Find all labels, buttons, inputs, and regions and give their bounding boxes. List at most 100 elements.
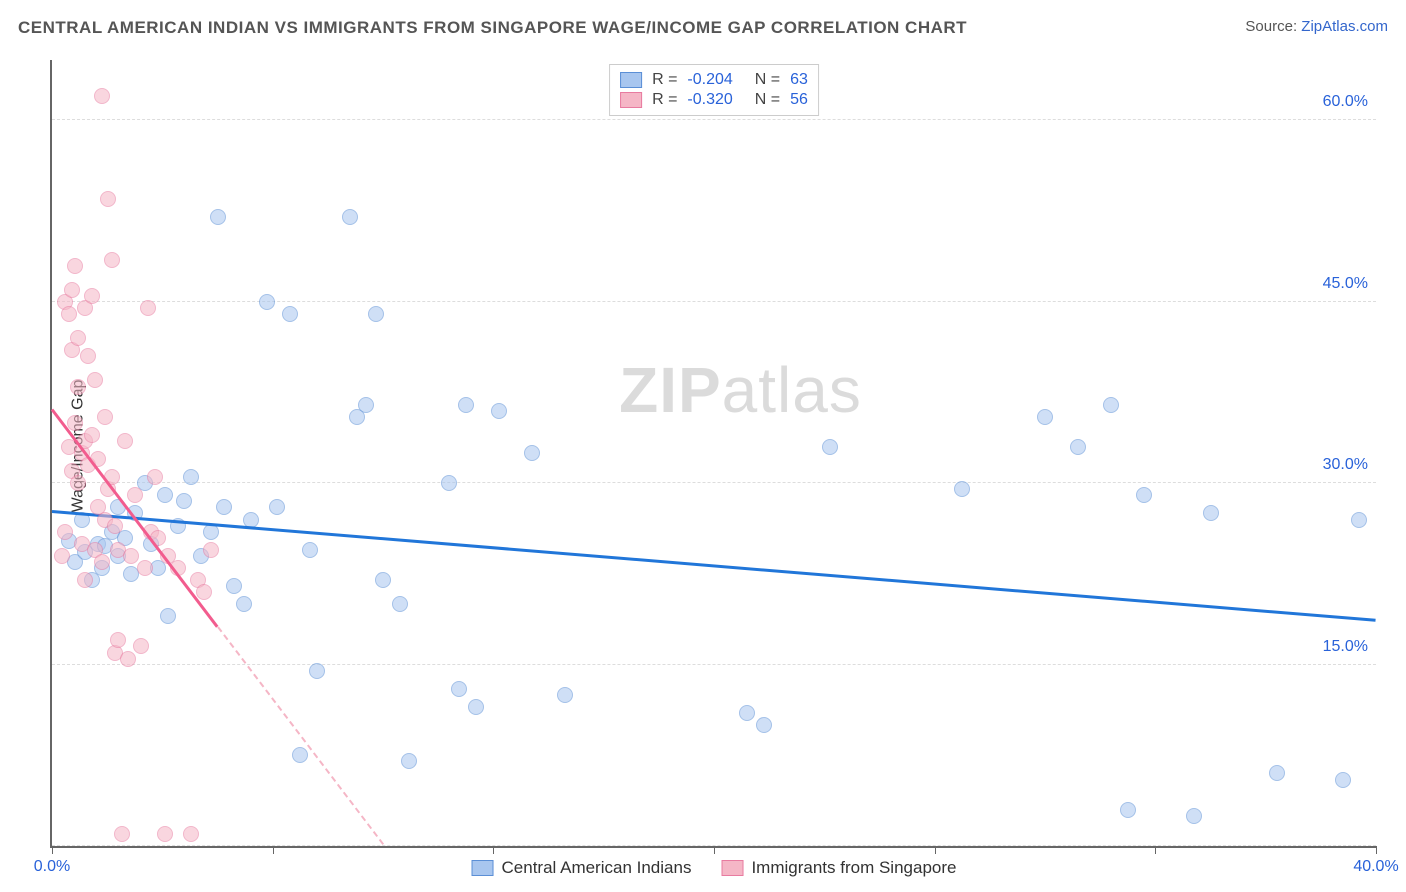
page-title: CENTRAL AMERICAN INDIAN VS IMMIGRANTS FR… [18,18,967,38]
scatter-point [1351,512,1367,528]
legend-label-1: Central American Indians [502,858,692,878]
legend-swatch-2 [721,860,743,876]
source-label: Source: [1245,18,1301,35]
y-tick-label: 45.0% [1323,275,1368,293]
stat-r-label: R = [652,91,677,109]
scatter-point [133,638,149,654]
scatter-point [70,475,86,491]
y-tick-label: 60.0% [1323,93,1368,111]
scatter-point [458,397,474,413]
scatter-point [1136,487,1152,503]
scatter-point [114,826,130,842]
scatter-point [84,288,100,304]
scatter-point [70,330,86,346]
stats-legend-box: R = -0.204 N = 63 R = -0.320 N = 56 [609,64,819,116]
stats-row-series-1: R = -0.204 N = 63 [620,71,808,89]
scatter-point [183,826,199,842]
scatter-point [196,584,212,600]
scatter-point [157,826,173,842]
scatter-point [236,596,252,612]
scatter-point [67,415,83,431]
scatter-point [309,663,325,679]
scatter-point [160,608,176,624]
scatter-point [269,499,285,515]
scatter-point [100,191,116,207]
x-minor-tick [1155,846,1156,854]
scatter-point [147,469,163,485]
scatter-point [176,493,192,509]
y-tick-label: 15.0% [1323,638,1368,656]
y-tick-label: 30.0% [1323,456,1368,474]
x-tick-label: 40.0% [1353,858,1398,876]
scatter-point [70,379,86,395]
legend-item-2: Immigrants from Singapore [721,858,956,878]
scatter-point [94,554,110,570]
scatter-point [183,469,199,485]
scatter-point [97,409,113,425]
scatter-point [1037,409,1053,425]
scatter-point [292,747,308,763]
scatter-point [524,445,540,461]
source-link[interactable]: ZipAtlas.com [1301,18,1388,35]
scatter-point [140,300,156,316]
scatter-point [259,294,275,310]
scatter-point [468,699,484,715]
scatter-point [110,632,126,648]
scatter-point [441,475,457,491]
scatter-point [822,439,838,455]
scatter-point [358,397,374,413]
scatter-point [123,548,139,564]
scatter-point [104,252,120,268]
stat-r-label: R = [652,71,677,89]
watermark: ZIPatlas [619,353,862,427]
trend-line-dashed [217,627,384,846]
x-minor-tick [714,846,715,854]
swatch-series-2 [620,92,642,108]
scatter-point [282,306,298,322]
scatter-point [756,717,772,733]
stat-n-label: N = [755,91,780,109]
x-minor-tick [935,846,936,854]
scatter-point [157,487,173,503]
scatter-point [451,681,467,697]
scatter-point [342,209,358,225]
scatter-point [117,433,133,449]
scatter-point [64,282,80,298]
scatter-point [67,258,83,274]
scatter-point [954,481,970,497]
scatter-point [94,88,110,104]
legend-swatch-1 [472,860,494,876]
gridline-h [52,301,1376,302]
scatter-point [61,306,77,322]
swatch-series-1 [620,72,642,88]
scatter-point [401,753,417,769]
scatter-point [1335,772,1351,788]
x-minor-tick [493,846,494,854]
legend-label-2: Immigrants from Singapore [751,858,956,878]
scatter-point [57,524,73,540]
gridline-h [52,664,1376,665]
scatter-point [87,372,103,388]
scatter-point [557,687,573,703]
scatter-point [80,348,96,364]
x-tick [52,846,53,854]
scatter-point [127,487,143,503]
x-tick-label: 0.0% [34,858,70,876]
legend-item-1: Central American Indians [472,858,692,878]
scatter-point [739,705,755,721]
stat-r-value-2: -0.320 [687,91,732,109]
scatter-point [77,572,93,588]
scatter-point [1070,439,1086,455]
stats-row-series-2: R = -0.320 N = 56 [620,91,808,109]
scatter-point [1120,802,1136,818]
watermark-light: atlas [722,354,862,426]
stat-r-value-1: -0.204 [687,71,732,89]
x-minor-tick [273,846,274,854]
x-tick [1376,846,1377,854]
scatter-point [107,518,123,534]
scatter-point [84,427,100,443]
scatter-point [392,596,408,612]
gridline-h [52,119,1376,120]
stat-n-value-2: 56 [790,91,808,109]
scatter-point [302,542,318,558]
